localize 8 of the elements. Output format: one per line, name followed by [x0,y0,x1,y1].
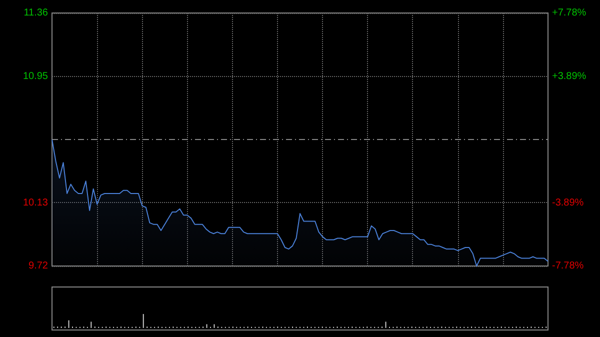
y2-tick-label: +3.89% [552,70,586,82]
y2-tick-label: -7.78% [552,260,584,272]
y-tick-label: 10.95 [22,70,48,82]
y-tick-label: 9.72 [28,260,48,272]
y-tick-label: 11.36 [24,8,48,18]
y2-tick-label: +7.78% [552,8,586,18]
y2-tick-label: -3.89% [552,197,584,208]
y-tick-label: 10.13 [22,197,48,208]
